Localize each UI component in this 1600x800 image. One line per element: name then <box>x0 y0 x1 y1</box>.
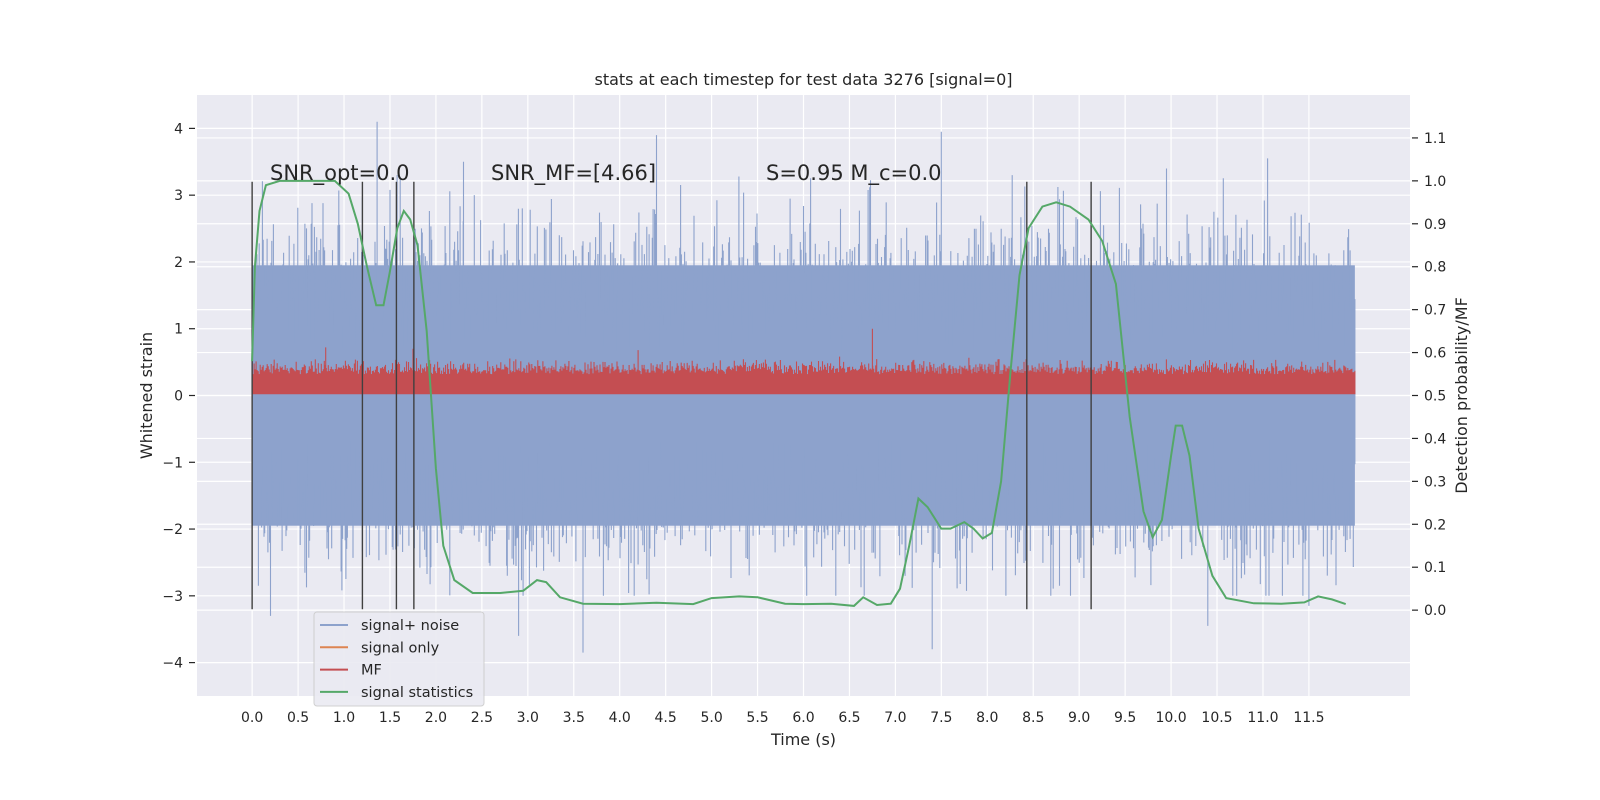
x-tick-label: 7.0 <box>884 710 906 726</box>
y2-tick-label: 1.1 <box>1424 131 1446 147</box>
axis-ticks: 0.0 0.5 1.0 1.5 2.0 2.5 3.0 3.5 4.0 4.5 5.0 5.5 6.0 6… <box>162 121 1446 726</box>
x-tick-label: 8.5 <box>1022 710 1044 726</box>
legend-label: MF <box>361 663 382 679</box>
y2-tick-label: 0.6 <box>1424 346 1446 362</box>
legend-box <box>313 611 485 707</box>
x-tick-label: 6.0 <box>792 710 814 726</box>
x-tick-label: 11.5 <box>1293 710 1324 726</box>
y-tick-label: 0 <box>174 389 183 405</box>
y-tick-label: 1 <box>174 322 183 338</box>
y-tick-label: −1 <box>162 455 183 471</box>
x-tick-label: 3.5 <box>563 710 585 726</box>
x-tick-label: 10.0 <box>1155 710 1186 726</box>
legend-label: signal only <box>361 640 440 656</box>
legend-label: signal statistics <box>361 685 473 701</box>
signal-statistics-line <box>251 179 1347 607</box>
y2-tick-label: 0.4 <box>1424 431 1446 447</box>
x-tick-label: 4.0 <box>609 710 631 726</box>
y-tick-label: −2 <box>162 522 183 538</box>
y2-tick-label: 0.8 <box>1424 260 1446 276</box>
mf-series <box>251 328 1356 395</box>
x-tick-label: 0.5 <box>287 710 309 726</box>
y-tick-label: 3 <box>174 188 183 204</box>
y2-tick-label: 1.0 <box>1424 174 1446 190</box>
y2-tick-label: 0.2 <box>1424 517 1446 533</box>
annotation-s-mc: S=0.95 M_c=0.0 <box>766 161 942 186</box>
x-tick-label: 0.0 <box>241 710 263 726</box>
y-tick-label: −4 <box>162 656 183 672</box>
annotation-snr-mf: SNR_MF=[4.66] <box>491 161 656 186</box>
y2-tick-label: 0.3 <box>1424 474 1446 490</box>
x-tick-label: 5.0 <box>700 710 722 726</box>
y2-tick-label: 0.7 <box>1424 303 1446 319</box>
x-tick-label: 11.0 <box>1247 710 1278 726</box>
y2-axis-label: Detection probability/MF <box>1452 297 1471 494</box>
x-tick-label: 1.0 <box>333 710 355 726</box>
y2-tick-label: 0.5 <box>1424 389 1446 405</box>
y-tick-label: 4 <box>174 121 183 137</box>
legend: signal+ noise signal only MF signal statist… <box>313 611 485 707</box>
chart-title: stats at each timestep for test data 327… <box>594 70 1012 89</box>
x-tick-label: 3.0 <box>517 710 539 726</box>
vertical-markers <box>251 181 1092 610</box>
y-tick-label: 2 <box>174 255 183 271</box>
y2-tick-label: 0.0 <box>1424 603 1446 619</box>
y-axis-label: Whitened strain <box>137 332 156 459</box>
x-tick-label: 4.5 <box>655 710 677 726</box>
x-tick-label: 2.0 <box>425 710 447 726</box>
x-tick-label: 8.0 <box>976 710 998 726</box>
y2-tick-label: 0.1 <box>1424 560 1446 576</box>
y2-tick-label: 0.9 <box>1424 217 1446 233</box>
x-tick-label: 5.5 <box>746 710 768 726</box>
x-tick-label: 2.5 <box>471 710 493 726</box>
x-tick-label: 10.5 <box>1201 710 1232 726</box>
signal-noise-series <box>251 121 1356 653</box>
legend-label: signal+ noise <box>361 618 459 634</box>
y-tick-label: −3 <box>162 589 183 605</box>
annotation-snr-opt: SNR_opt=0.0 <box>270 161 410 186</box>
x-tick-label: 9.5 <box>1114 710 1136 726</box>
x-tick-label: 7.5 <box>930 710 952 726</box>
x-axis-label: Time (s) <box>770 730 836 749</box>
x-tick-label: 9.0 <box>1068 710 1090 726</box>
x-tick-label: 1.5 <box>379 710 401 726</box>
x-tick-label: 6.5 <box>838 710 860 726</box>
